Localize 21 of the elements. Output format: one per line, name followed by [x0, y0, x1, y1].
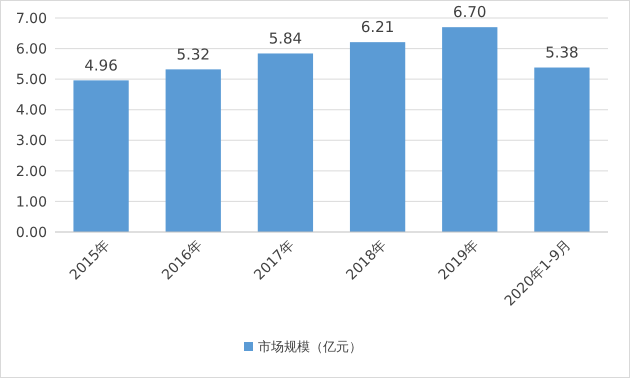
y-tick-label: 2.00: [16, 164, 47, 180]
bar: [534, 68, 590, 232]
y-tick-label: 1.00: [16, 194, 47, 210]
y-tick-label: 3.00: [16, 133, 47, 150]
y-tick-label: 6.00: [16, 41, 47, 58]
text: 5.84: [268, 29, 302, 48]
bar: [166, 69, 221, 232]
y-tick-label: 4.00: [16, 102, 47, 119]
text: 5.32: [176, 45, 210, 64]
y-tick-label: 0.00: [16, 224, 47, 241]
text: 6.70: [453, 3, 486, 22]
text: 5.38: [545, 44, 579, 62]
bar: [350, 42, 406, 232]
text: 4.96: [84, 56, 118, 74]
y-tick-label: 5.00: [16, 72, 47, 88]
y-tick-label: 7.00: [16, 10, 47, 27]
legend-label: 市场规模（亿元）: [258, 340, 362, 355]
bar: [258, 53, 314, 232]
bar: [73, 80, 129, 232]
text: 6.21: [360, 18, 394, 36]
bar: [442, 27, 498, 232]
